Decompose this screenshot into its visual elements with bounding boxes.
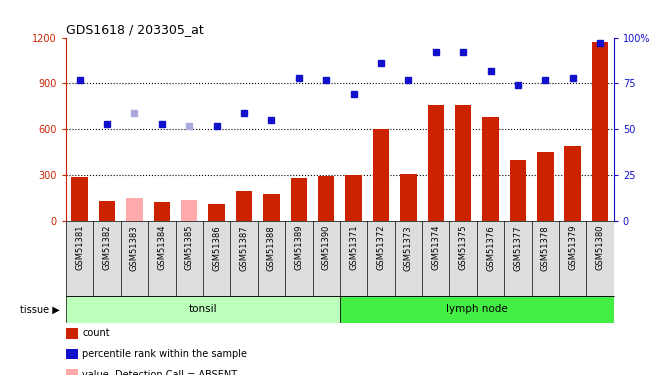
Bar	[345, 176, 362, 221]
Bar	[126, 198, 143, 221]
Text: GSM51378: GSM51378	[541, 225, 550, 271]
Bar	[400, 174, 416, 221]
Text: GSM51387: GSM51387	[240, 225, 249, 271]
Text: GSM51381: GSM51381	[75, 225, 84, 270]
Text: GSM51383: GSM51383	[130, 225, 139, 271]
Bar	[428, 105, 444, 221]
Text: GDS1618 / 203305_at: GDS1618 / 203305_at	[66, 23, 204, 36]
Bar	[66, 296, 340, 322]
Bar	[71, 177, 88, 221]
Bar	[592, 42, 609, 221]
Text: lymph node: lymph node	[446, 304, 508, 314]
Text: GSM51377: GSM51377	[513, 225, 523, 271]
Bar	[340, 296, 614, 322]
Text: GSM51372: GSM51372	[376, 225, 385, 270]
Bar	[482, 117, 499, 221]
Text: GSM51376: GSM51376	[486, 225, 495, 271]
Bar	[209, 204, 225, 221]
Bar	[537, 152, 554, 221]
Text: GSM51374: GSM51374	[431, 225, 440, 270]
Text: percentile rank within the sample: percentile rank within the sample	[82, 349, 248, 359]
Bar	[564, 146, 581, 221]
Bar	[263, 195, 280, 221]
Text: GSM51382: GSM51382	[102, 225, 112, 270]
Text: GSM51375: GSM51375	[459, 225, 468, 270]
Bar	[455, 105, 471, 221]
Bar	[181, 200, 197, 221]
Text: tissue ▶: tissue ▶	[20, 304, 59, 314]
Bar	[154, 202, 170, 221]
Text: GSM51386: GSM51386	[212, 225, 221, 271]
Text: GSM51388: GSM51388	[267, 225, 276, 271]
Bar	[318, 176, 335, 221]
Text: GSM51379: GSM51379	[568, 225, 578, 270]
Bar	[290, 178, 307, 221]
Text: GSM51390: GSM51390	[321, 225, 331, 270]
Text: value, Detection Call = ABSENT: value, Detection Call = ABSENT	[82, 370, 238, 375]
Bar	[510, 160, 526, 221]
Bar	[373, 129, 389, 221]
Text: GSM51384: GSM51384	[157, 225, 166, 270]
Text: GSM51385: GSM51385	[185, 225, 194, 270]
Text: count: count	[82, 328, 110, 338]
Text: GSM51389: GSM51389	[294, 225, 304, 270]
Bar	[99, 201, 116, 221]
Text: GSM51371: GSM51371	[349, 225, 358, 270]
Text: tonsil: tonsil	[189, 304, 217, 314]
Text: GSM51380: GSM51380	[595, 225, 605, 270]
Text: GSM51373: GSM51373	[404, 225, 413, 271]
Bar	[236, 190, 252, 221]
